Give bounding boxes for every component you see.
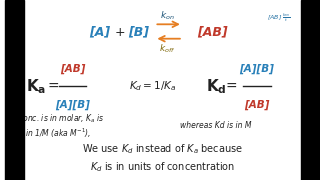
Text: [A][B]: [A][B] bbox=[239, 63, 274, 74]
Text: [AB]: [AB] bbox=[60, 63, 85, 74]
Text: [A]: [A] bbox=[89, 26, 110, 39]
Text: =: = bbox=[48, 79, 59, 93]
Text: $K_d = 1/K_a$: $K_d = 1/K_a$ bbox=[129, 80, 177, 93]
Text: [AB]: [AB] bbox=[244, 99, 270, 110]
Text: [AB]: [AB] bbox=[197, 26, 228, 39]
Bar bbox=[301, 0, 320, 180]
Text: +: + bbox=[115, 26, 125, 39]
Text: [AB] $\frac{k_{on}}{t}$: [AB] $\frac{k_{on}}{t}$ bbox=[267, 12, 291, 24]
Text: $K_d$ is in units of concentration: $K_d$ is in units of concentration bbox=[90, 161, 235, 174]
Text: $k_{on}$: $k_{on}$ bbox=[160, 9, 174, 22]
Text: whereas Kd is in M: whereas Kd is in M bbox=[180, 122, 252, 130]
Text: if conc. is in molar, $K_a$ is
in 1/M (aka M$^{-1}$),: if conc. is in molar, $K_a$ is in 1/M (a… bbox=[12, 112, 105, 140]
Bar bbox=[4, 0, 24, 180]
Text: $\mathbf{K_d}$: $\mathbf{K_d}$ bbox=[205, 77, 226, 96]
Text: $\mathbf{K_a}$: $\mathbf{K_a}$ bbox=[26, 77, 46, 96]
Text: [A][B]: [A][B] bbox=[55, 99, 90, 110]
Text: $k_{off}$: $k_{off}$ bbox=[159, 42, 175, 55]
Text: =: = bbox=[226, 79, 237, 93]
Text: [B]: [B] bbox=[128, 26, 149, 39]
Text: We use $K_d$ instead of $K_a$ because: We use $K_d$ instead of $K_a$ because bbox=[82, 143, 243, 156]
